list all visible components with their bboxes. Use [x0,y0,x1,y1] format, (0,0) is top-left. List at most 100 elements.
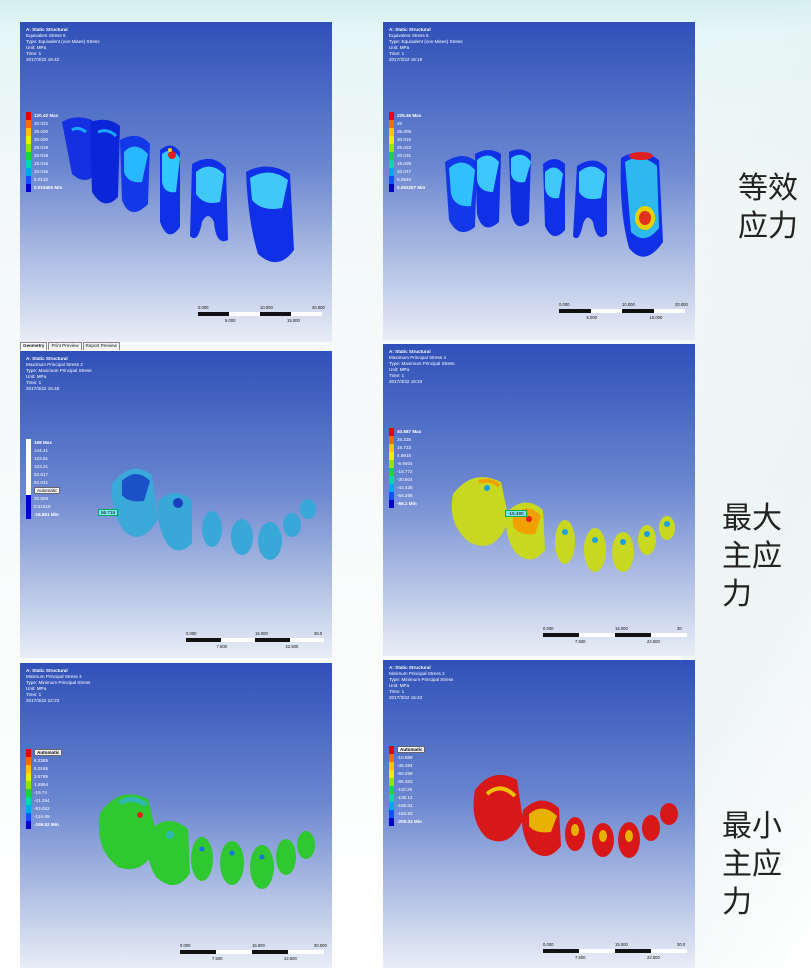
scale-tick-label: 30.000 [314,943,327,948]
tooth-model-4 [543,159,565,237]
legend-swatch [26,120,31,128]
teeth-model[interactable] [383,660,695,968]
legend-swatch [26,503,31,511]
scale-segment [229,312,260,316]
teeth-model[interactable] [20,351,332,658]
scale-segment [590,309,622,313]
scale-bar: 0.000 10.000 20.000 5.000 15.000 [559,302,691,322]
result-timestamp: 2017/3/22 16:23 [389,379,423,384]
legend-label: -85.353 [397,779,413,784]
teeth-model[interactable] [383,22,695,340]
scale-tick-label: 22.500 [284,956,297,961]
scale-tick-label: 22.500 [647,639,660,644]
result-panel-min-principal-b[interactable]: A: Static Structural Minimum Principal S… [383,660,695,968]
result-name: Maximum Principal Stress 2 [26,362,83,367]
legend-swatch [26,184,31,192]
scale-segment [186,638,221,642]
view-tabs: Geometry Print Preview Report Preview [20,342,121,350]
legend-swatch [389,428,394,436]
legend-swatch [389,452,394,460]
analysis-title: A: Static Structural [389,349,431,354]
scale-tick-label: 15.000 [615,942,628,947]
legend-label: 10.047 [397,169,412,174]
scale-tick-label: 10.000 [260,305,273,310]
scale-tick-label: 7.500 [212,956,223,961]
tooth-model-1 [445,156,477,233]
legend-label: -10.869 [397,755,413,760]
legend-label: 225.45 Max [397,113,422,118]
tooth-model-7 [297,831,315,859]
legend-swatch [389,468,394,476]
tooth-model-1 [451,477,509,546]
panel-header: A: Static Structural Minimum Principal S… [389,665,453,701]
scale-tick-label: 15.000 [615,626,628,631]
analysis-title: A: Static Structural [389,665,431,670]
legend-label: Automatic [34,487,61,494]
legend-swatch [389,786,394,794]
scale-tick-label: 0.000 [180,943,191,948]
legend-label: 5.0546 [397,177,412,182]
legend-swatch [389,818,394,826]
legend-label: 1.6964 [34,782,49,787]
legend-swatch [26,136,31,144]
legend-swatch [26,176,31,184]
legend-label: 5.0132 [34,177,49,182]
legend-label: -42.436 [397,485,413,490]
legend-label: -41.254 [34,798,50,803]
tooth-model-6 [246,166,294,263]
legend-swatch [389,754,394,762]
scale-segment [255,638,290,642]
teeth-model[interactable] [383,344,695,656]
scale-segment [579,633,615,637]
probe-label[interactable]: -15.490 [505,510,527,517]
legend-label: -184.93 [397,811,413,816]
scale-tick-label: 15.000 [252,943,265,948]
legend-swatch [389,444,394,452]
scale-tick-label: 7.500 [575,955,586,960]
scale-tick-label: 0.000 [543,942,554,947]
legend-swatch [26,813,31,821]
label-line: 主应力 [722,847,782,920]
result-panel-max-principal-b[interactable]: A: Static Structural Maximum Principal S… [383,344,695,656]
tab-print-preview[interactable]: Print Preview [48,342,82,350]
teeth-model[interactable] [20,663,332,968]
legend-label: 0.062287 Min [397,185,426,190]
legend-swatch [26,439,31,447]
result-panel-equivalent-stress-b[interactable]: A: Static Structural Equivalent Stress 6… [383,22,695,340]
legend-swatch [389,112,394,120]
scale-segment [220,638,255,642]
tooth-model-6 [642,815,660,841]
legend-label: 4.8915 [397,453,412,458]
teeth-model[interactable] [20,22,332,342]
tab-report-preview[interactable]: Report Preview [82,342,120,350]
result-timestamp: 2017/3/22 15:48 [26,386,60,391]
legend-label: 5.0165 [34,766,49,771]
legend-label: 20.828 [34,496,49,501]
tooth-model-7 [300,499,316,519]
scale-segment [289,638,324,642]
result-type: Type: Maximum Principal Stress [26,368,92,373]
legend-label: -54.268 [397,493,413,498]
legend-label: -30.604 [397,477,413,482]
result-panel-min-principal-a[interactable]: A: Static Structural Minimum Principal S… [20,663,332,968]
result-panel-max-principal-a[interactable]: A: Static Structural Maximum Principal S… [20,351,332,658]
tab-geometry[interactable]: Geometry [20,342,48,350]
tooth-model-1 [473,774,523,842]
tooth-model-6 [283,513,301,537]
result-panel-equivalent-stress-a[interactable]: A: Static Structural Equivalent Stress 6… [20,22,332,342]
scale-segment [288,950,324,954]
scale-segment [180,950,216,954]
probe-label[interactable]: 56.719 [98,509,119,516]
legend-label: 62.021 [34,480,49,485]
legend-swatch [26,781,31,789]
legend-swatch [26,495,31,503]
legend-swatch [389,460,394,468]
result-name: Maximum Principal Stress 4 [389,355,446,360]
scale-bar: 0.000 15.000 30 7.500 22.500 [543,626,693,646]
analysis-title: A: Static Structural [26,668,68,673]
label-equivalent-stress: 等效 应力 [738,170,798,246]
legend-label: Automatic [397,746,426,753]
legend-swatch [389,436,394,444]
legend-swatch [26,447,31,455]
scale-segment [653,309,685,313]
